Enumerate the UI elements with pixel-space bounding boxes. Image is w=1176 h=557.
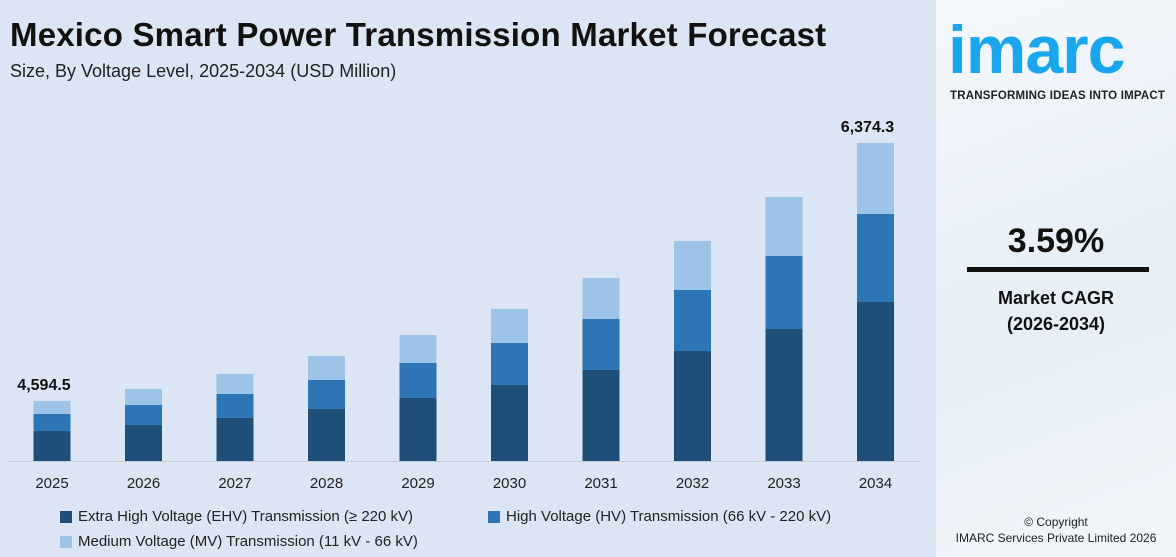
bar-segment-ehv-2031 (582, 369, 620, 461)
x-tick-label: 2026 (127, 475, 160, 492)
bar-segment-hv-2030 (491, 342, 528, 385)
bar-segment-ehv-2027 (216, 417, 254, 461)
x-tick-label: 2031 (584, 475, 617, 492)
bar-segment-mv-2032 (674, 240, 711, 290)
legend-swatch-ehv (60, 510, 72, 523)
x-tick-label: 2025 (35, 475, 68, 492)
copyright-line1: © Copyright (1024, 515, 1088, 529)
legend-label-ehv: Extra High Voltage (EHV) Transmission (≥… (78, 508, 414, 525)
imarc-logo: imarc (948, 12, 1125, 88)
chart-title: Mexico Smart Power Transmission Market F… (10, 16, 827, 53)
cagr-period: (2026-2034) (1006, 314, 1106, 334)
legend-item-hv: High Voltage (HV) Transmission (66 kV - … (488, 508, 831, 525)
stacked-bar-chart: 2025 4,594.5 2026 2027 2028 2029 2030 2031 2032 2… (8, 119, 920, 492)
x-tick-label: 2033 (767, 475, 800, 492)
bar-segment-mv-2027 (216, 373, 254, 394)
bar-segment-hv-2026 (125, 404, 162, 425)
info-panel: imarc TRANSFORMING IDEAS INTO IMPACT 3.5… (936, 0, 1176, 557)
bar-segment-mv-2029 (399, 334, 437, 363)
cagr-value: 3.59% (1007, 222, 1105, 260)
chart-panel: Mexico Smart Power Transmission Market F… (8, 16, 920, 550)
x-tick-label: 2028 (310, 475, 343, 492)
chart-subtitle: Size, By Voltage Level, 2025-2034 (USD M… (10, 61, 397, 81)
bar-segment-mv-2034 (857, 143, 894, 215)
bar-segment-ehv-2029 (399, 397, 437, 461)
bar-segment-hv-2031 (582, 318, 620, 370)
bar-segment-ehv-2026 (125, 424, 162, 461)
bar-segment-ehv-2032 (674, 350, 711, 461)
legend-label-mv: Medium Voltage (MV) Transmission (11 kV … (78, 533, 418, 550)
bar-segment-hv-2033 (765, 255, 803, 329)
legend-item-ehv: Extra High Voltage (EHV) Transmission (≥… (60, 508, 413, 525)
x-tick-label: 2029 (401, 475, 434, 492)
bar-segment-mv-2031 (582, 277, 620, 319)
bar-segment-hv-2025 (33, 413, 71, 431)
bar-segment-hv-2028 (308, 379, 345, 409)
bar-segment-ehv-2025 (33, 430, 71, 461)
x-tick-label: 2032 (676, 475, 709, 492)
bar-segment-hv-2029 (399, 362, 437, 398)
bar-segment-hv-2032 (674, 289, 711, 351)
bar-segment-mv-2030 (491, 308, 528, 343)
bar-segment-mv-2025 (33, 400, 71, 414)
bar-segment-ehv-2034 (857, 301, 894, 461)
data-label: 4,594.5 (17, 377, 70, 394)
x-tick-label: 2030 (493, 475, 526, 492)
bar-segment-ehv-2028 (308, 408, 345, 461)
data-label: 6,374.3 (841, 119, 894, 136)
bar-segment-ehv-2033 (765, 328, 803, 461)
brand-tagline: TRANSFORMING IDEAS INTO IMPACT (950, 90, 1166, 102)
copyright-line2: IMARC Services Private Limited 2026 (955, 531, 1157, 545)
legend-label-hv: High Voltage (HV) Transmission (66 kV - … (506, 508, 832, 525)
bar-segment-ehv-2030 (491, 384, 528, 461)
x-tick-label: 2027 (218, 475, 251, 492)
cagr-label: Market CAGR (2026-2034) (936, 285, 1176, 337)
bar-segment-mv-2033 (765, 196, 803, 256)
bar-segment-mv-2026 (125, 388, 162, 405)
legend-swatch-hv (488, 510, 500, 523)
cagr-label-text: Market CAGR (997, 288, 1115, 308)
bar-segment-hv-2027 (216, 393, 254, 418)
bar-segment-hv-2034 (857, 214, 894, 302)
cagr-divider (967, 267, 1149, 272)
bar-segment-mv-2028 (308, 355, 345, 380)
x-tick-label: 2034 (859, 475, 892, 492)
legend-swatch-mv (60, 535, 72, 548)
copyright: © Copyright IMARC Services Private Limit… (936, 514, 1176, 546)
legend-item-mv: Medium Voltage (MV) Transmission (11 kV … (60, 533, 418, 550)
